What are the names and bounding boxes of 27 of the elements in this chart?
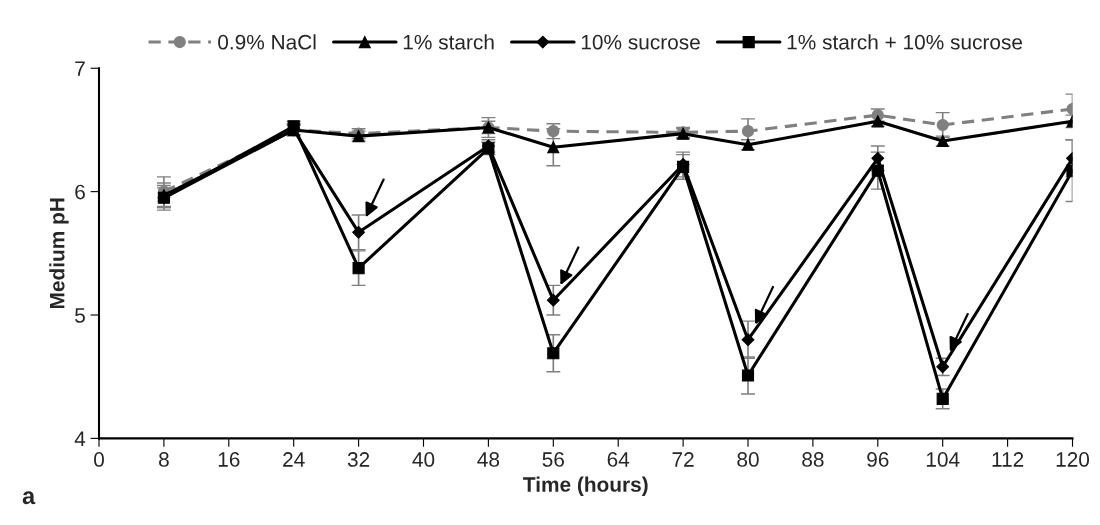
legend-label: 10% sucrose bbox=[581, 34, 700, 50]
legend-label: 1% starch + 10% sucrose bbox=[787, 34, 1023, 50]
x-tick-label: 16 bbox=[218, 452, 240, 467]
x-tick-label: 40 bbox=[412, 452, 435, 467]
x-tick-label: 48 bbox=[477, 452, 500, 467]
x-tick-label: 96 bbox=[867, 452, 889, 467]
legend-label: 0.9% NaCl bbox=[218, 34, 316, 50]
x-tick-label: 56 bbox=[542, 452, 564, 467]
y-tick-label: 4 bbox=[74, 431, 86, 446]
x-tick-label: 120 bbox=[1056, 452, 1090, 467]
x-tick-label: 24 bbox=[283, 452, 305, 467]
x-tick-label: 80 bbox=[737, 452, 759, 467]
y-tick-label: 6 bbox=[75, 184, 85, 200]
x-tick-label: 88 bbox=[802, 452, 824, 467]
x-tick-label: 64 bbox=[607, 452, 630, 467]
legend-label: 1% starch bbox=[403, 34, 494, 50]
x-axis-title: Time (hours) bbox=[523, 476, 648, 496]
y-tick-label: 5 bbox=[75, 308, 85, 323]
text: a bbox=[22, 491, 36, 505]
x-tick-label: 0 bbox=[94, 452, 104, 467]
y-axis-title: Medium pH bbox=[49, 198, 69, 309]
y-tick-label: 7 bbox=[75, 61, 85, 76]
x-tick-label: 112 bbox=[992, 452, 1024, 467]
x-tick-label: 32 bbox=[347, 452, 370, 467]
x-tick-label: 104 bbox=[926, 452, 960, 467]
x-tick-label: 72 bbox=[672, 452, 694, 467]
x-tick-label: 8 bbox=[159, 452, 169, 467]
